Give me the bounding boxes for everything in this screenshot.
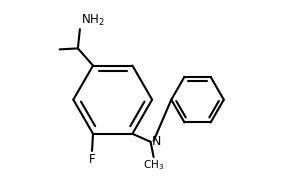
Text: CH$_3$: CH$_3$ <box>143 159 164 172</box>
Text: N: N <box>152 135 161 148</box>
Text: NH$_2$: NH$_2$ <box>81 12 105 28</box>
Text: F: F <box>89 153 95 166</box>
